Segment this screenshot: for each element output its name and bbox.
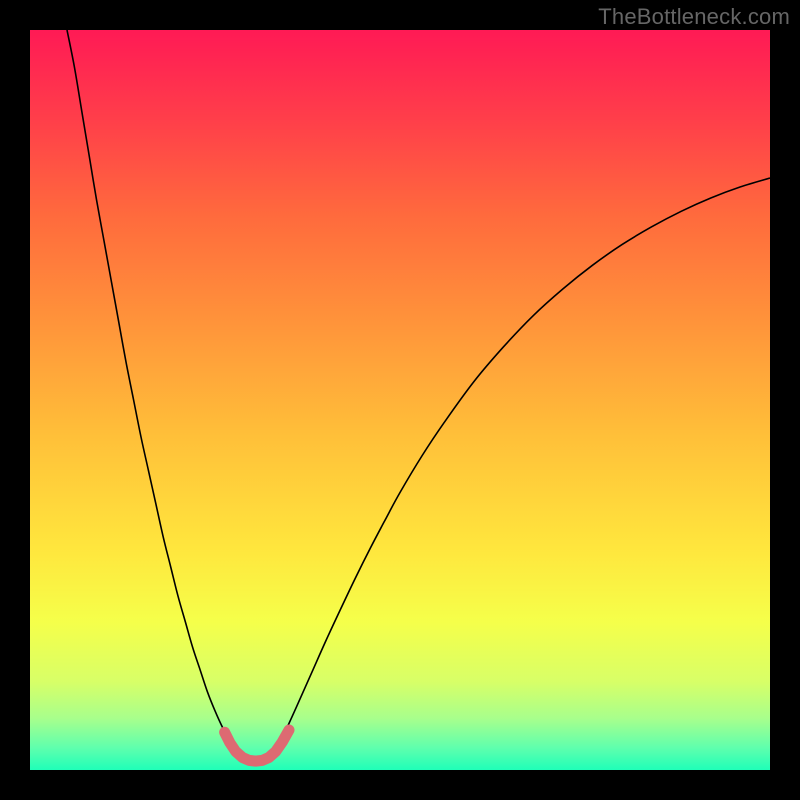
- bottleneck-chart: [30, 30, 770, 770]
- watermark-text: TheBottleneck.com: [598, 4, 790, 30]
- plot-background: [30, 30, 770, 770]
